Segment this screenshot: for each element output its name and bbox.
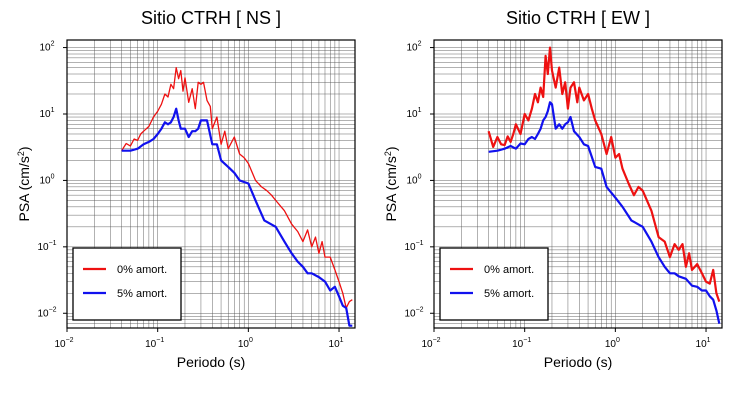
x-tick-label-base: 10 xyxy=(329,339,341,350)
x-tick-label-exponent: −2 xyxy=(66,337,74,344)
legend: 0% amort. 5% amort. xyxy=(439,247,549,321)
series-line-amort-5 xyxy=(121,107,353,327)
y-tick-label: 102 xyxy=(39,41,54,54)
x-axis-label: Periodo (s) xyxy=(177,354,245,370)
series-line-amort-0 xyxy=(121,66,353,309)
legend-box xyxy=(439,247,549,321)
y-tick-label-base: 10 xyxy=(39,109,51,120)
x-tick-label-exponent: 0 xyxy=(249,337,253,344)
y-tick-label-base: 10 xyxy=(39,175,51,186)
y-axis-label-tail: ) xyxy=(16,146,32,151)
chart-title: Sitio CTRH [ EW ] xyxy=(506,8,650,28)
legend-label-amort-5: 5% amort. xyxy=(484,288,534,300)
chart-title: Sitio CTRH [ NS ] xyxy=(141,8,281,28)
y-tick-label-base: 10 xyxy=(37,242,49,253)
y-tick-label: 100 xyxy=(406,173,421,186)
y-tick-label: 101 xyxy=(39,107,54,120)
y-tick-label-base: 10 xyxy=(39,43,51,54)
x-tick-label-base: 10 xyxy=(421,339,433,350)
x-tick-label-exponent: 1 xyxy=(707,337,711,344)
y-tick-label-base: 10 xyxy=(404,308,416,319)
x-axis-label: Periodo (s) xyxy=(544,354,612,370)
x-tick-label: 10−2 xyxy=(54,337,73,350)
y-tick-label: 10−2 xyxy=(37,306,56,319)
y-tick-label: 101 xyxy=(406,107,421,120)
y-tick-label: 10−1 xyxy=(404,240,423,253)
x-tick-label-exponent: −2 xyxy=(433,337,441,344)
y-tick-label: 10−1 xyxy=(37,240,56,253)
x-tick-label-base: 10 xyxy=(696,339,708,350)
y-tick-label-exponent: 1 xyxy=(418,107,422,114)
y-tick-label-exponent: −1 xyxy=(416,240,424,247)
y-tick-label-exponent: 0 xyxy=(418,173,422,180)
y-tick-label-base: 10 xyxy=(406,109,418,120)
y-axis-label: PSA (cm/s2) xyxy=(383,146,399,221)
y-tick-label: 100 xyxy=(39,173,54,186)
plot-frame xyxy=(433,39,723,329)
y-tick-label: 10−2 xyxy=(404,306,423,319)
y-tick-label: 102 xyxy=(406,41,421,54)
series-line-amort-0 xyxy=(487,46,721,302)
y-axis-label-sup: 2 xyxy=(16,151,26,156)
y-tick-label-base: 10 xyxy=(406,43,418,54)
y-axis-label-main: PSA (cm/s xyxy=(16,156,32,221)
x-tick-label: 10−2 xyxy=(421,337,440,350)
x-tick-label: 100 xyxy=(238,337,253,350)
x-tick-label: 10−1 xyxy=(512,337,531,350)
y-axis-label-sup: 2 xyxy=(383,151,393,156)
x-tick-label: 100 xyxy=(605,337,620,350)
x-tick-label: 101 xyxy=(696,337,711,350)
legend: 0% amort. 5% amort. xyxy=(72,247,182,321)
legend-label-amort-5: 5% amort. xyxy=(117,288,167,300)
x-tick-label-exponent: −1 xyxy=(156,337,164,344)
y-axis-label: PSA (cm/s2) xyxy=(16,146,32,221)
x-tick-label-exponent: 0 xyxy=(616,337,620,344)
grid xyxy=(433,40,722,329)
y-tick-label-exponent: −1 xyxy=(49,240,57,247)
y-tick-label-base: 10 xyxy=(404,242,416,253)
y-axis-label-tail: ) xyxy=(383,146,399,151)
y-tick-label-base: 10 xyxy=(37,308,49,319)
x-tick-label-base: 10 xyxy=(54,339,66,350)
x-tick-label-exponent: 1 xyxy=(340,337,344,344)
legend-label-amort-0: 0% amort. xyxy=(484,264,534,276)
legend-box xyxy=(72,247,182,321)
series-line-amort-5 xyxy=(488,101,721,324)
y-tick-label-exponent: 1 xyxy=(51,107,55,114)
x-tick-label: 101 xyxy=(329,337,344,350)
x-tick-label-exponent: −1 xyxy=(523,337,531,344)
y-axis-label-main: PSA (cm/s xyxy=(383,156,399,221)
x-tick-label-base: 10 xyxy=(512,339,524,350)
x-tick-label-base: 10 xyxy=(145,339,157,350)
y-tick-label-exponent: 2 xyxy=(51,41,55,48)
y-tick-label-exponent: −2 xyxy=(416,306,424,313)
x-tick-label-base: 10 xyxy=(238,339,250,350)
plot-frame xyxy=(66,39,356,329)
y-tick-label-exponent: 2 xyxy=(418,41,422,48)
x-tick-label: 10−1 xyxy=(145,337,164,350)
legend-label-amort-0: 0% amort. xyxy=(117,264,167,276)
y-tick-label-exponent: 0 xyxy=(51,173,55,180)
y-tick-label-base: 10 xyxy=(406,175,418,186)
y-tick-label-exponent: −2 xyxy=(49,306,57,313)
x-tick-label-base: 10 xyxy=(605,339,617,350)
